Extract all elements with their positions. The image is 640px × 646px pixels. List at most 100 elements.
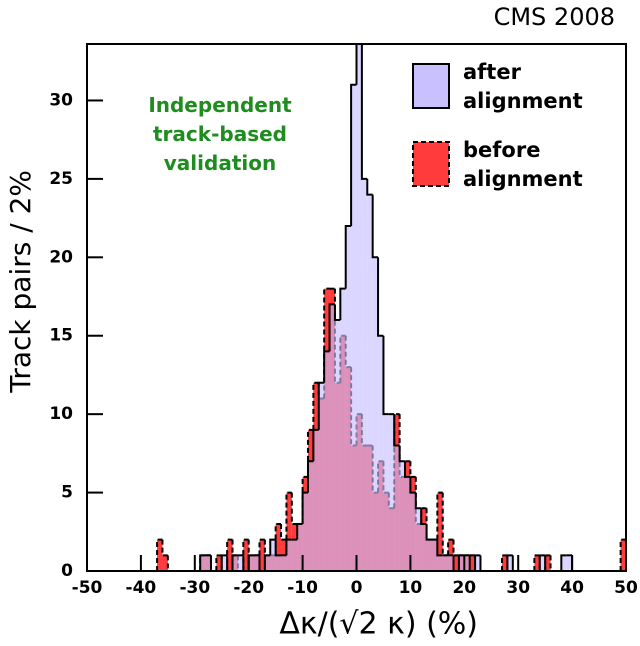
y-tick-label: 0 — [61, 561, 73, 581]
bar — [157, 539, 163, 571]
bar — [378, 335, 384, 571]
bar-outline — [436, 539, 443, 557]
bar — [367, 194, 373, 571]
bar-outline — [242, 555, 249, 571]
bar — [227, 539, 233, 571]
bar — [356, 44, 362, 571]
bar-outline — [533, 554, 540, 571]
bar — [221, 555, 228, 571]
bar — [469, 555, 476, 571]
bar — [232, 555, 238, 571]
bar-outline — [156, 538, 163, 571]
bar-outline — [333, 304, 341, 322]
bar — [351, 84, 357, 571]
bar-outline — [506, 554, 513, 571]
bar — [442, 555, 449, 571]
bar-outline — [306, 428, 314, 477]
x-axis-label: Δκ/(√2 κ) (%) — [279, 607, 478, 642]
annotation: Independent track-based validation — [148, 93, 292, 175]
bar-outline — [425, 523, 432, 541]
bar — [318, 382, 325, 571]
bar — [372, 257, 379, 571]
bar — [297, 523, 303, 571]
bar-outline — [258, 555, 265, 571]
bar-outline — [544, 555, 551, 571]
bar — [464, 555, 470, 571]
bar-outline — [414, 492, 422, 510]
bar — [415, 508, 422, 571]
bar — [237, 555, 244, 571]
y-tick-label: 10 — [49, 404, 73, 424]
bar — [270, 539, 276, 571]
bar — [561, 555, 567, 571]
bar-outline — [344, 224, 352, 289]
bar-outline — [420, 507, 427, 524]
bar-outline — [231, 554, 238, 571]
bar — [399, 461, 406, 571]
bar — [313, 429, 319, 571]
legend-label: after alignment — [463, 60, 583, 113]
bar — [383, 414, 389, 571]
bar — [291, 539, 298, 571]
bar-outline — [199, 554, 206, 571]
bar — [458, 555, 465, 571]
legend-label: before alignment — [463, 138, 583, 191]
bar — [307, 461, 314, 571]
bar — [545, 555, 551, 571]
bar — [162, 555, 168, 571]
bar-outline — [328, 303, 335, 352]
bar-outline — [398, 445, 406, 463]
x-tick-label: -50 — [72, 578, 103, 598]
bar — [566, 555, 573, 571]
bar — [286, 539, 292, 571]
bar-outline — [544, 554, 551, 571]
bar — [259, 539, 265, 571]
bar-outline — [452, 555, 459, 571]
bar-outline — [404, 461, 411, 478]
bar-outline — [474, 554, 481, 571]
bar-outline — [619, 538, 626, 571]
bar — [437, 492, 443, 571]
x-tick-label: 10 — [399, 578, 423, 598]
bar-outline — [447, 538, 454, 556]
bar — [410, 492, 416, 571]
bar-outline — [285, 491, 292, 540]
bar-outline — [511, 555, 519, 571]
bar — [539, 555, 546, 571]
y-tick-label: 5 — [61, 483, 73, 503]
bar — [502, 555, 508, 571]
bar — [275, 523, 282, 571]
x-tick-label: -10 — [287, 578, 318, 598]
bar — [205, 555, 211, 571]
bar — [334, 320, 341, 571]
x-tick-label: 50 — [614, 578, 638, 598]
bar — [453, 555, 459, 571]
bar — [275, 555, 282, 571]
bar — [324, 351, 330, 571]
bar-outline — [479, 555, 486, 571]
bar — [243, 539, 249, 571]
bar-outline — [382, 335, 389, 416]
bar-outline — [355, 44, 358, 85]
bar-outline — [420, 508, 427, 525]
bar-outline — [312, 428, 319, 462]
bar-outline — [452, 539, 459, 557]
bar-outline — [366, 178, 373, 196]
bar-outline — [312, 381, 319, 430]
legend-swatch — [412, 141, 450, 187]
bar — [254, 555, 260, 571]
bar-outline — [404, 460, 411, 477]
bar — [248, 555, 255, 571]
bar-outline — [274, 539, 282, 557]
bar — [431, 539, 438, 571]
bar — [264, 555, 271, 571]
bar-outline — [301, 491, 308, 524]
bar-outline — [258, 538, 265, 556]
bar — [216, 555, 222, 571]
bar-outline — [306, 460, 314, 493]
bar-outline — [220, 554, 228, 571]
x-tick-label: -30 — [179, 578, 210, 598]
bar — [329, 304, 335, 571]
